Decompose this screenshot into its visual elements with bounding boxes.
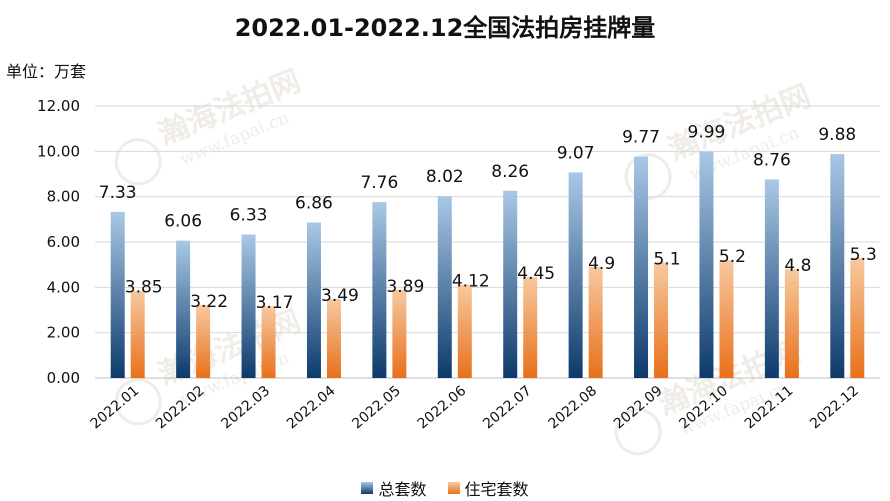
data-label-total: 9.99 — [688, 123, 726, 143]
legend-swatch-total — [361, 482, 374, 494]
unit-label: 单位：万套 — [6, 62, 87, 81]
data-label-residential: 5.3 — [850, 245, 877, 265]
y-tick-label: 2.00 — [47, 324, 80, 342]
bar-residential — [719, 260, 734, 378]
bar-residential — [196, 305, 211, 378]
legend: 总套数 住宅套数 — [0, 476, 890, 500]
data-label-total: 8.26 — [491, 162, 529, 182]
data-label-residential: 3.85 — [125, 278, 163, 298]
bar-total — [764, 179, 779, 378]
bar-total — [176, 240, 191, 378]
data-label-residential: 4.45 — [517, 264, 555, 284]
data-label-residential: 4.9 — [588, 254, 615, 274]
data-label-residential: 3.22 — [190, 292, 228, 312]
data-label-total: 6.33 — [230, 206, 268, 226]
data-label-residential: 4.8 — [784, 256, 811, 276]
x-tick-label: 2022.06 — [415, 383, 470, 433]
watermark-seal — [614, 408, 662, 456]
data-label-total: 6.06 — [164, 212, 202, 232]
bar-residential — [326, 298, 341, 378]
bar-residential — [588, 266, 603, 378]
x-tick-label: 2022.12 — [807, 383, 862, 432]
bar-residential — [392, 289, 407, 378]
bar-total — [241, 234, 256, 378]
legend-item-residential: 住宅套数 — [447, 476, 529, 500]
y-tick-label: 12.00 — [37, 97, 80, 115]
data-label-total: 7.33 — [99, 183, 137, 203]
data-label-residential: 4.12 — [452, 272, 490, 292]
x-tick-label: 2022.08 — [546, 383, 601, 432]
watermark-seal — [114, 138, 162, 186]
y-tick-label: 4.00 — [47, 278, 80, 296]
x-tick-label: 2022.09 — [611, 383, 666, 432]
bar-total — [830, 154, 845, 378]
y-tick-label: 6.00 — [47, 233, 80, 251]
data-label-residential: 5.2 — [719, 247, 746, 267]
chart-title: 2022.01-2022.12全国法拍房挂牌量 — [234, 14, 656, 42]
bar-total — [437, 196, 452, 378]
bar-residential — [784, 269, 799, 378]
data-label-residential: 3.49 — [321, 286, 359, 306]
bar-residential — [654, 262, 669, 378]
data-label-total: 9.77 — [622, 128, 660, 148]
y-tick-label: 10.00 — [37, 142, 80, 160]
data-label-total: 9.07 — [557, 143, 595, 163]
bars-layer — [110, 151, 865, 378]
grid-layer: 0.00 2.00 4.00 6.00 8.00 10.00 12.00 — [37, 97, 880, 387]
bar-total — [503, 190, 518, 378]
data-label-total: 9.88 — [818, 125, 856, 145]
data-label-total: 8.76 — [753, 150, 791, 170]
data-label-total: 8.02 — [426, 167, 464, 187]
bar-residential — [457, 284, 472, 378]
bar-residential — [523, 277, 538, 378]
legend-label-total: 总套数 — [378, 480, 427, 499]
data-label-residential: 3.89 — [386, 277, 424, 297]
data-label-residential: 5.1 — [654, 249, 681, 269]
data-label-total: 7.76 — [360, 173, 398, 193]
bar-total — [699, 151, 714, 378]
x-tick-label: 2022.07 — [480, 383, 535, 432]
bar-total — [634, 156, 649, 378]
legend-item-total: 总套数 — [361, 476, 426, 500]
bar-total — [372, 202, 387, 378]
legend-label-residential: 住宅套数 — [464, 480, 529, 499]
data-label-residential: 3.17 — [256, 293, 294, 313]
y-tick-label: 0.00 — [47, 369, 80, 387]
bar-total — [306, 222, 321, 378]
bar-total — [110, 211, 125, 378]
data-label-total: 6.86 — [295, 194, 333, 214]
bar-total — [568, 172, 583, 378]
watermark-seal — [114, 378, 162, 426]
bar-residential — [261, 306, 276, 378]
y-tick-label: 8.00 — [47, 188, 80, 206]
x-tick-label: 2022.05 — [349, 383, 404, 432]
bar-residential — [850, 257, 865, 378]
legend-swatch-residential — [447, 482, 460, 494]
bar-residential — [130, 290, 145, 378]
x-tick-label: 2022.04 — [284, 383, 339, 433]
